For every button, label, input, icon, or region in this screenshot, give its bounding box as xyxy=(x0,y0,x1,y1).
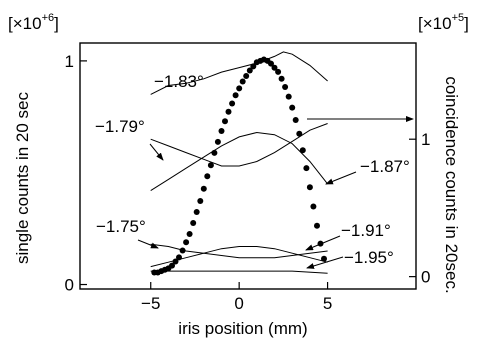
coincidence-point xyxy=(299,147,306,154)
coincidence-point xyxy=(200,185,207,192)
coincidence-points xyxy=(151,56,327,276)
coincidence-point xyxy=(268,60,274,67)
label-1-87: −1.87° xyxy=(360,157,410,176)
label-1-75: −1.75° xyxy=(96,217,146,236)
leader-line-1-87 xyxy=(325,171,357,185)
coincidence-point xyxy=(211,149,218,156)
coincidence-point xyxy=(176,254,182,261)
coincidence-point xyxy=(214,138,221,145)
leader-line-1-75 xyxy=(137,239,159,249)
left-multiplier: [×10+6] xyxy=(8,12,59,33)
coincidence-point xyxy=(246,67,253,74)
coincidence-point xyxy=(289,104,296,111)
y-left-tick-label: 1 xyxy=(65,52,74,71)
label-1-79: −1.79° xyxy=(95,117,145,136)
coincidence-point xyxy=(225,108,232,115)
coincidence-point xyxy=(232,92,239,99)
coincidence-point xyxy=(172,258,179,265)
leader-line-1-91 xyxy=(305,235,341,251)
coincidence-point xyxy=(222,118,228,125)
coincidence-point xyxy=(292,117,299,123)
y-axis-left-label: single counts in 20 sec xyxy=(13,92,32,264)
coincidence-point xyxy=(296,130,303,137)
label-1-91: −1.91° xyxy=(341,221,391,240)
single-curve-1 xyxy=(150,51,328,95)
x-axis-label: iris position (mm) xyxy=(178,319,307,338)
label-1-83: −1.83° xyxy=(154,72,204,91)
coincidence-point xyxy=(314,222,320,229)
single-curve-6 xyxy=(150,270,328,274)
single-curve-2 xyxy=(150,123,328,167)
coincidence-point xyxy=(236,85,243,92)
leader-line-1-79 xyxy=(149,143,164,161)
coincidence-point xyxy=(186,231,193,237)
coincidence-point xyxy=(169,262,175,269)
leader-line-1-95 xyxy=(306,256,344,269)
coincidence-point xyxy=(218,128,225,134)
coincidence-point xyxy=(275,68,282,75)
y-left-tick-label: 0 xyxy=(65,276,74,295)
coincidence-point xyxy=(282,84,289,90)
coincidence-point xyxy=(190,220,197,226)
coincidence-point xyxy=(278,75,285,82)
coincidence-point xyxy=(193,209,200,215)
coincidence-point xyxy=(303,165,310,172)
y-right-tick-label: 0 xyxy=(421,268,430,287)
coincidence-point xyxy=(243,73,250,79)
coincidence-point xyxy=(271,64,278,71)
axis-ticks: −5 0 5 0 1 0 1 xyxy=(65,52,431,313)
x-tick-label: 0 xyxy=(234,294,243,313)
single-curve-3 xyxy=(150,131,328,192)
x-tick-label: 5 xyxy=(323,294,332,313)
coincidence-point xyxy=(239,78,246,85)
y-axis-right-label: coincidence counts in 20sec. xyxy=(442,76,461,293)
plot-frame xyxy=(79,42,417,290)
right-multiplier: [×10+5] xyxy=(418,12,469,33)
coincidence-point xyxy=(285,93,292,100)
coincidence-point xyxy=(229,100,236,107)
coincidence-point xyxy=(207,162,214,169)
coincidence-point xyxy=(250,63,257,70)
coincidence-point xyxy=(183,239,190,246)
coincidence-point xyxy=(310,203,317,210)
y-right-tick-label: 1 xyxy=(421,130,430,149)
coincidence-point xyxy=(321,255,327,262)
coincidence-point xyxy=(204,173,211,180)
annotation-leaders xyxy=(137,116,414,269)
label-1-95: −1.95° xyxy=(344,248,394,267)
coincidence-point xyxy=(197,198,204,204)
coincidence-point xyxy=(306,184,313,191)
x-tick-label: −5 xyxy=(141,294,160,313)
coincidence-point xyxy=(179,247,186,254)
